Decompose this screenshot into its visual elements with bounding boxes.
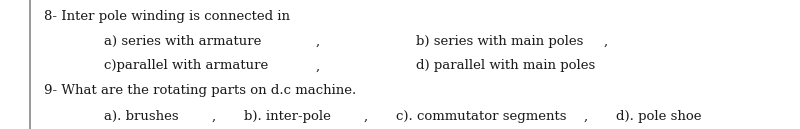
Text: d) parallel with main poles: d) parallel with main poles	[416, 59, 595, 72]
Text: d). pole shoe: d). pole shoe	[616, 110, 702, 123]
Text: a) series with armature: a) series with armature	[104, 35, 262, 48]
Text: ,: ,	[604, 35, 608, 48]
Text: b). inter-pole: b). inter-pole	[244, 110, 331, 123]
Text: c)parallel with armature: c)parallel with armature	[104, 59, 268, 72]
Text: ,: ,	[316, 59, 320, 72]
Text: 8- Inter pole winding is connected in: 8- Inter pole winding is connected in	[44, 10, 290, 23]
Text: ,: ,	[316, 35, 320, 48]
Text: ,: ,	[364, 110, 368, 123]
Text: ,: ,	[584, 110, 588, 123]
Text: b) series with main poles: b) series with main poles	[416, 35, 583, 48]
Text: a). brushes: a). brushes	[104, 110, 178, 123]
Text: ,: ,	[212, 110, 216, 123]
Text: 9- What are the rotating parts on d.c machine.: 9- What are the rotating parts on d.c ma…	[44, 84, 356, 97]
Text: c). commutator segments: c). commutator segments	[396, 110, 566, 123]
